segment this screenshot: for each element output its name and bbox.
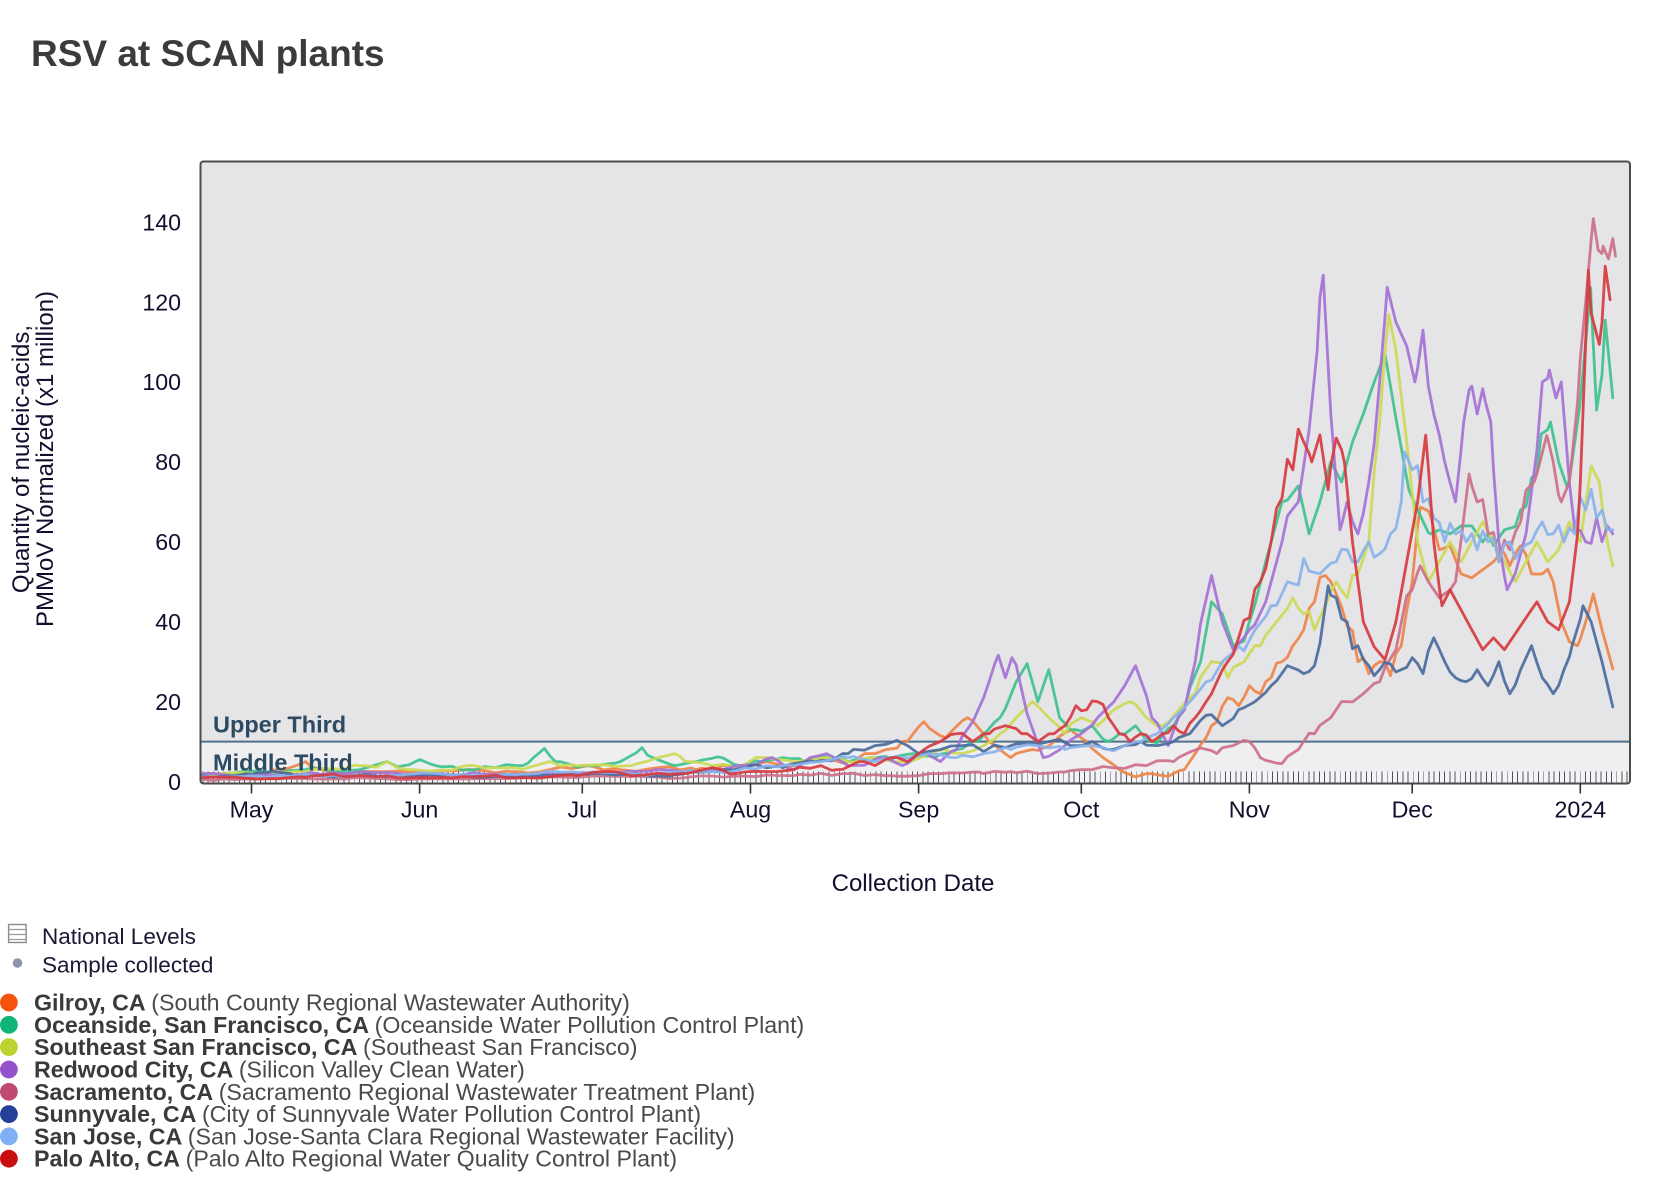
svg-text:Collection Date: Collection Date: [832, 870, 995, 897]
svg-text:20: 20: [155, 689, 181, 715]
svg-text:Sacramento, CA (Sacramento Reg: Sacramento, CA (Sacramento Regional Wast…: [34, 1079, 755, 1105]
svg-text:Dec: Dec: [1392, 797, 1433, 823]
svg-text:2024: 2024: [1555, 797, 1607, 823]
svg-text:Redwood City, CA (Silicon Vall: Redwood City, CA (Silicon Valley Clean W…: [34, 1057, 525, 1083]
svg-text:Upper Third: Upper Third: [213, 712, 346, 738]
svg-text:120: 120: [142, 289, 181, 315]
svg-text:40: 40: [155, 609, 181, 635]
svg-text:Palo Alto, CA (Palo Alto Regio: Palo Alto, CA (Palo Alto Regional Water …: [34, 1146, 677, 1172]
svg-text:Gilroy, CA (South County Regio: Gilroy, CA (South County Regional Wastew…: [34, 990, 630, 1016]
svg-text:PMMoV Normalized (x1 million): PMMoV Normalized (x1 million): [32, 291, 59, 627]
svg-text:Sample collected: Sample collected: [42, 953, 213, 978]
svg-text:80: 80: [155, 449, 181, 475]
svg-text:Oceanside, San Francisco, CA (: Oceanside, San Francisco, CA (Oceanside …: [34, 1012, 804, 1038]
svg-text:Aug: Aug: [730, 797, 771, 823]
svg-text:Jul: Jul: [567, 797, 597, 823]
svg-text:Middle Third: Middle Third: [213, 750, 353, 776]
svg-text:Quantity of nucleic-acids,: Quantity of nucleic-acids,: [8, 325, 35, 593]
svg-text:Southeast San Francisco, CA (S: Southeast San Francisco, CA (Southeast S…: [34, 1034, 638, 1060]
svg-text:Sep: Sep: [898, 797, 939, 823]
svg-text:0: 0: [168, 769, 181, 795]
svg-text:Oct: Oct: [1063, 797, 1100, 823]
svg-text:Nov: Nov: [1229, 797, 1271, 823]
svg-text:Sunnyvale, CA (City of Sunnyva: Sunnyvale, CA (City of Sunnyvale Water P…: [34, 1101, 701, 1127]
svg-text:100: 100: [142, 369, 181, 395]
svg-text:Jun: Jun: [401, 797, 438, 823]
svg-text:140: 140: [142, 209, 181, 235]
svg-text:National Levels: National Levels: [42, 924, 196, 949]
svg-text:San Jose, CA (San Jose-Santa C: San Jose, CA (San Jose-Santa Clara Regio…: [34, 1123, 735, 1149]
svg-text:May: May: [230, 797, 274, 823]
svg-text:60: 60: [155, 529, 181, 555]
